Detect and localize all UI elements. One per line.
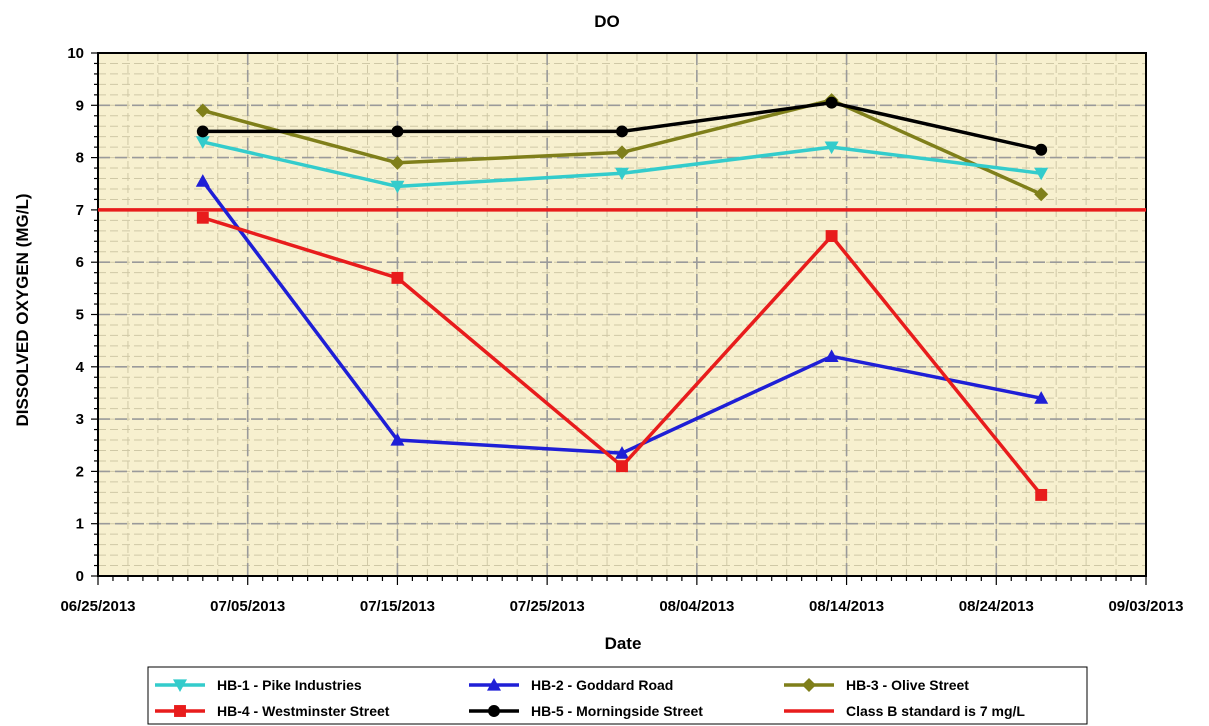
legend-label: HB-5 - Morningside Street <box>531 703 703 719</box>
data-point <box>1035 488 1048 501</box>
legend-entry: HB-1 - Pike Industries <box>155 677 362 693</box>
legend-label: HB-1 - Pike Industries <box>217 677 362 693</box>
x-tick-label: 07/25/2013 <box>510 598 585 615</box>
data-point <box>825 230 838 242</box>
legend-entry: HB-3 - Olive Street <box>784 677 969 693</box>
series-3 <box>196 211 1048 501</box>
legend-label: HB-4 - Westminster Street <box>217 703 390 719</box>
data-point <box>173 679 187 692</box>
legend-label: HB-3 - Olive Street <box>846 677 969 693</box>
data-point <box>390 180 405 194</box>
grid-lines <box>97 52 1147 577</box>
x-tick-label: 08/14/2013 <box>809 598 884 615</box>
y-tick-label: 1 <box>76 516 84 533</box>
data-point <box>390 433 405 446</box>
x-tick-label: 08/04/2013 <box>659 598 734 615</box>
legend-label: Class B standard is 7 mg/L <box>846 703 1025 719</box>
axes <box>91 52 1147 585</box>
x-tick-label: 08/24/2013 <box>959 598 1034 615</box>
y-tick-label: 2 <box>76 463 84 480</box>
data-point <box>615 145 629 160</box>
data-point <box>1035 143 1048 156</box>
data-point <box>196 125 209 138</box>
y-tick-labels: 0 1 2 3 4 5 6 7 8 9 10 <box>67 45 84 585</box>
y-tick-label: 9 <box>76 97 84 114</box>
data-point <box>390 155 405 170</box>
data-point <box>488 705 500 717</box>
data-point <box>616 460 628 473</box>
data-point <box>1034 391 1049 404</box>
data-point <box>802 678 816 692</box>
data-point <box>174 705 186 717</box>
data-point <box>1034 187 1049 202</box>
legend-entry: HB-5 - Morningside Street <box>469 703 703 719</box>
x-tick-label: 09/03/2013 <box>1108 598 1183 615</box>
series-0 <box>195 136 1049 194</box>
y-tick-label: 5 <box>76 307 84 324</box>
legend-entry: HB-2 - Goddard Road <box>469 677 673 693</box>
data-point <box>487 678 501 691</box>
data-point <box>195 136 210 149</box>
data-point <box>1034 167 1049 181</box>
series-1 <box>195 174 1049 459</box>
series-group <box>195 93 1049 501</box>
legend: HB-1 - Pike Industries HB-2 - Goddard Roa… <box>147 666 1088 725</box>
y-tick-label: 8 <box>76 150 84 167</box>
data-point <box>391 125 404 138</box>
data-point <box>825 96 838 109</box>
data-point <box>196 211 209 224</box>
x-axis-title: Date <box>605 634 642 653</box>
x-tick-label: 07/15/2013 <box>360 598 435 615</box>
legend-entry: HB-4 - Westminster Street <box>155 703 390 719</box>
data-point <box>615 446 629 459</box>
y-tick-label: 0 <box>76 568 84 585</box>
y-tick-label: 7 <box>76 202 84 219</box>
x-tick-label: 06/25/2013 <box>60 598 135 615</box>
chart-title: DO <box>594 12 620 31</box>
data-point <box>195 103 210 118</box>
y-tick-label: 4 <box>76 359 85 376</box>
legend-entry: Class B standard is 7 mg/L <box>784 703 1025 719</box>
legend-label: HB-2 - Goddard Road <box>531 677 673 693</box>
y-axis-title: DISSOLVED OXYGEN (MG/L) <box>13 194 32 427</box>
y-tick-label: 6 <box>76 254 84 271</box>
data-point <box>616 125 628 138</box>
data-point <box>615 167 629 181</box>
data-point <box>391 271 404 284</box>
data-point <box>195 174 210 187</box>
x-tick-labels: 06/25/2013 07/05/2013 07/15/2013 07/25/2013… <box>60 598 1183 615</box>
data-point <box>824 349 839 362</box>
y-tick-label: 10 <box>67 45 84 62</box>
data-point <box>824 141 839 155</box>
y-tick-label: 3 <box>76 411 84 428</box>
x-tick-label: 07/05/2013 <box>210 598 285 615</box>
series-4 <box>196 96 1048 156</box>
legend-box <box>147 666 1088 725</box>
